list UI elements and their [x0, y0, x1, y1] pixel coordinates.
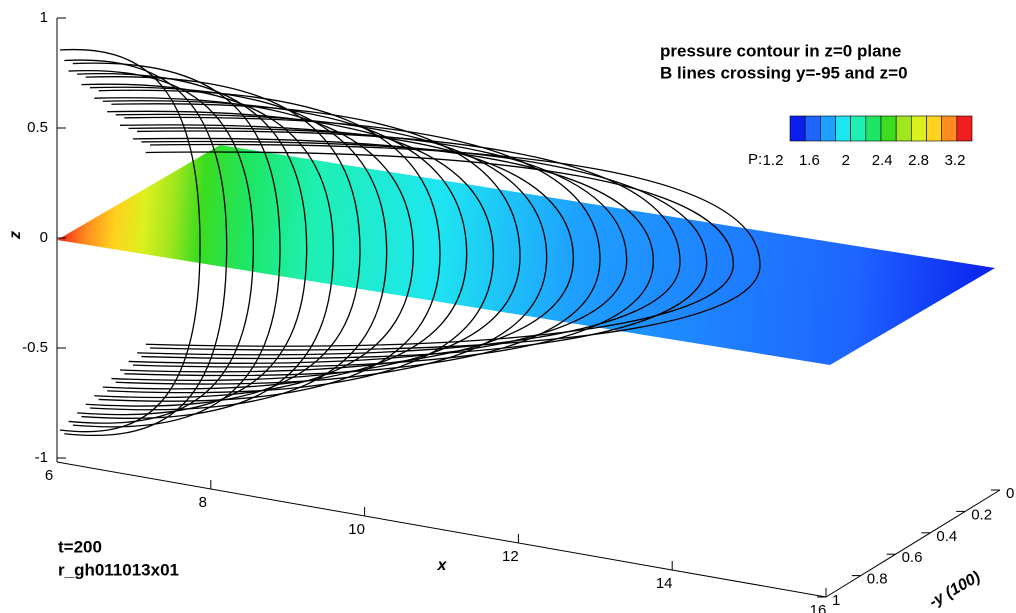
- field-line: [149, 143, 761, 351]
- colorbar-swatch: [895, 115, 912, 142]
- title-line: pressure contour in z=0 plane: [660, 41, 901, 60]
- title-line: B lines crossing y=-95 and z=0: [660, 63, 908, 82]
- colorbar-swatch: [880, 115, 897, 142]
- field-line: [59, 48, 201, 433]
- x-axis: [56, 461, 827, 598]
- colorbar-tick-label: 2: [842, 152, 850, 169]
- colorbar-swatch: [865, 115, 882, 142]
- colorbar-swatch: [926, 115, 942, 142]
- field-line: [137, 130, 681, 356]
- y-tick-label: 0: [1006, 485, 1014, 502]
- y-tick-label: 0.8: [867, 571, 888, 588]
- x-tick-label: 14: [656, 575, 673, 592]
- colorbar-swatch: [911, 115, 927, 142]
- colorbar-tick-label: 1.6: [799, 152, 820, 169]
- x-tick-label: 12: [502, 548, 519, 565]
- y-axis-label: -y (100): [926, 568, 983, 611]
- colorbar-swatch: [850, 115, 867, 142]
- z-tick-label: 0: [40, 229, 48, 246]
- colorbar-swatch: [820, 115, 836, 142]
- annotation: r_gh011013x01: [58, 560, 179, 579]
- y-tick-label: 1: [832, 592, 840, 609]
- field-line: [68, 69, 254, 424]
- colorbar-swatch: [789, 115, 806, 142]
- colorbar-tick-label: 2.8: [908, 152, 929, 169]
- field-line: [124, 116, 601, 377]
- x-axis-label: x: [437, 557, 448, 574]
- field-line: [77, 73, 308, 416]
- z-tick-label: 1: [40, 9, 48, 26]
- x-tick-label: 10: [348, 521, 365, 538]
- x-tick-label: 6: [45, 467, 53, 484]
- colorbar-tick-label: 1.2: [763, 152, 784, 169]
- annotation: t=200: [58, 537, 102, 556]
- field-line: [64, 59, 228, 437]
- field-line: [72, 62, 281, 428]
- field-line: [81, 83, 334, 419]
- colorbar-tick-label: 3.2: [945, 152, 966, 169]
- z-tick-label: 0.5: [27, 119, 48, 136]
- field-line: [111, 103, 521, 382]
- y-tick-label: 0.6: [902, 549, 923, 566]
- colorbar-label: P:: [748, 151, 762, 168]
- colorbar-swatch: [941, 115, 958, 142]
- colorbar-swatch: [835, 115, 851, 142]
- colorbar-swatch: [956, 115, 973, 142]
- y-tick-label: 0.4: [936, 528, 957, 545]
- field-line: [89, 86, 388, 411]
- z-tick-label: -0.5: [22, 339, 48, 356]
- z-tick-label: -1: [35, 449, 48, 466]
- x-tick-label: 16: [810, 602, 827, 613]
- colorbar-tick-label: 2.4: [872, 152, 893, 169]
- y-axis: [825, 489, 1001, 598]
- pressure-plane: [57, 145, 995, 365]
- z-axis-label: z: [7, 231, 24, 240]
- x-tick-label: 8: [199, 494, 207, 511]
- colorbar-swatch: [804, 115, 821, 142]
- field-lines: [59, 48, 761, 437]
- field-line: [145, 151, 734, 347]
- y-tick-label: 0.2: [971, 506, 992, 523]
- field-line: [98, 89, 441, 402]
